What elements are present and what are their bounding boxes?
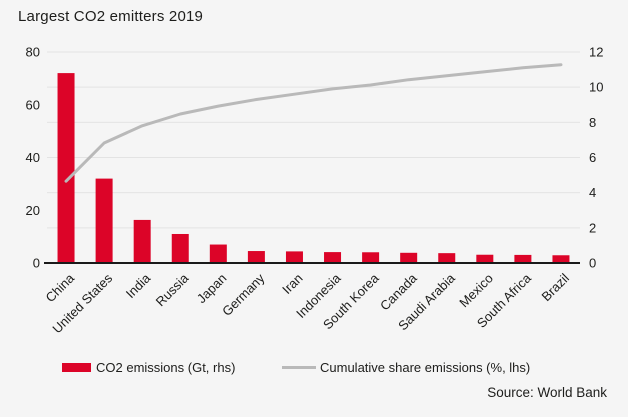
bar-japan	[209, 244, 227, 263]
x-axis-label-brazil: Brazil	[538, 270, 572, 304]
bar-germany	[247, 251, 265, 263]
left-axis-tick-label: 60	[26, 97, 40, 112]
x-axis-label-japan: Japan	[194, 271, 230, 307]
x-axis-label-germany: Germany	[219, 270, 268, 319]
bar-china	[57, 73, 75, 263]
bar-russia	[171, 233, 189, 263]
bar-canada	[400, 252, 418, 263]
right-axis-tick-label: 4	[589, 185, 596, 200]
right-axis-tick-label: 8	[589, 115, 596, 130]
legend-item-cumulative-share: Cumulative share emissions (%, lhs)	[282, 360, 530, 375]
x-axis-label-russia: Russia	[153, 270, 192, 309]
bar-swatch-icon	[62, 363, 91, 372]
x-axis-label-china: China	[43, 270, 78, 305]
source-note: Source: World Bank	[487, 385, 607, 400]
right-axis-tick-label: 0	[589, 256, 596, 271]
bar-mexico	[476, 254, 494, 263]
bar-south-africa	[514, 254, 532, 263]
left-axis-tick-label: 80	[26, 45, 40, 60]
bar-indonesia	[324, 252, 342, 263]
cumulative-line	[64, 63, 563, 183]
x-axis-label-iran: Iran	[279, 271, 305, 297]
left-axis-tick-label: 40	[26, 150, 40, 165]
right-axis-tick-label: 12	[589, 45, 603, 60]
legend-item-co2-emissions: CO2 emissions (Gt, rhs)	[62, 360, 235, 375]
bar-iran	[285, 251, 303, 263]
x-axis-label-india: India	[123, 270, 154, 301]
right-axis-tick-label: 10	[589, 80, 603, 95]
bar-brazil	[552, 255, 570, 263]
right-axis-tick-label: 2	[589, 220, 596, 235]
legend-label: CO2 emissions (Gt, rhs)	[96, 360, 236, 375]
chart-legend: CO2 emissions (Gt, rhs) Cumulative share…	[0, 360, 628, 380]
legend-label: Cumulative share emissions (%, lhs)	[320, 360, 531, 375]
bar-south-korea	[362, 252, 380, 263]
bar-india	[133, 219, 151, 263]
left-axis-tick-label: 20	[26, 203, 40, 218]
line-swatch-icon	[282, 366, 316, 369]
bar-united-states	[95, 178, 113, 263]
right-axis-tick-label: 6	[589, 150, 596, 165]
chart-title: Largest CO2 emitters 2019	[18, 8, 204, 25]
left-axis-tick-label: 0	[33, 256, 40, 271]
bar-saudi-arabia	[438, 253, 456, 263]
